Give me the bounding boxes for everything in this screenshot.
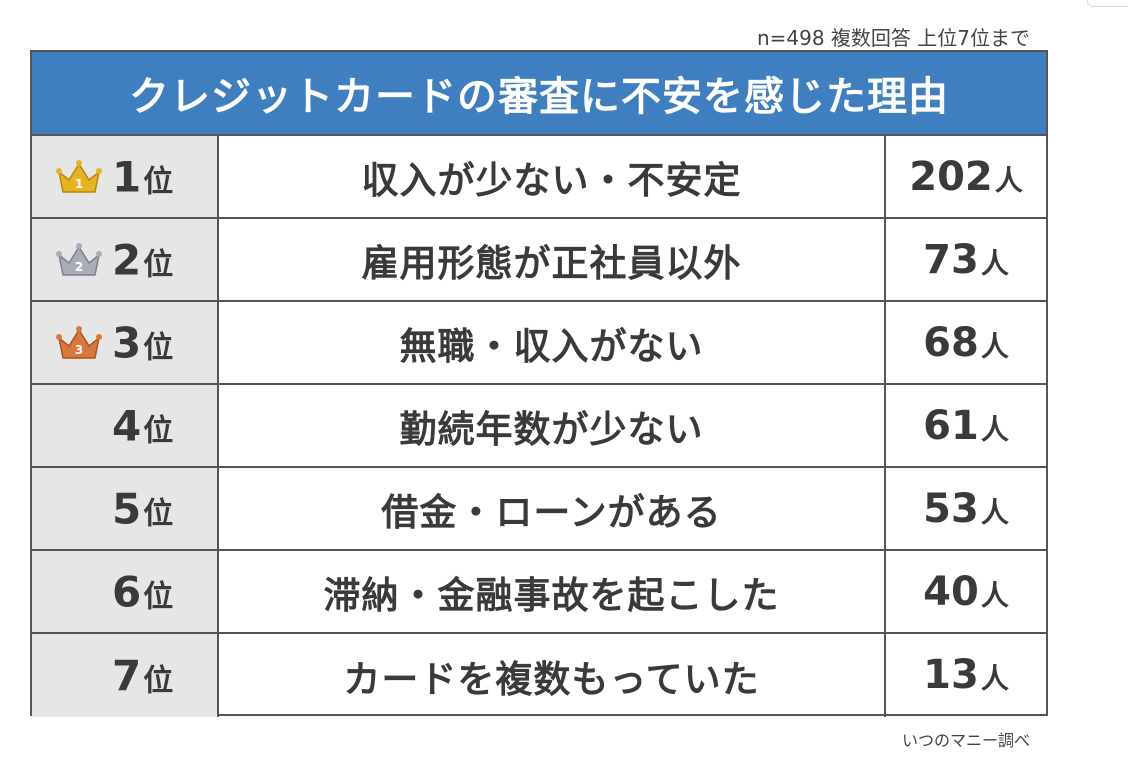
count-number: 13: [923, 652, 979, 698]
rank-number: 6: [112, 567, 142, 616]
rank-suffix: 位: [143, 663, 174, 698]
rank-suffix: 位: [143, 164, 174, 199]
reason-cell: カードを複数もっていた: [219, 634, 886, 717]
reason-cell: 滞納・金融事故を起こした: [219, 551, 886, 632]
reason-cell: 収入が少ない・不安定: [219, 136, 886, 217]
reason-cell: 借金・ローンがある: [219, 468, 886, 549]
count-number: 61: [923, 403, 979, 449]
rank-number: 3: [112, 318, 142, 367]
count-cell: 202 人: [886, 136, 1046, 217]
silver-crown-icon: 2: [56, 243, 102, 276]
survey-note: n=498 複数回答 上位7位まで: [756, 26, 1030, 50]
count-number: 68: [923, 320, 979, 366]
count-cell: 68 人: [886, 302, 1046, 383]
rank-suffix: 位: [143, 413, 174, 448]
reason-cell: 勤続年数が少ない: [219, 385, 886, 466]
count-cell: 40 人: [886, 551, 1046, 632]
reason-cell: 雇用形態が正社員以外: [219, 219, 886, 300]
rank-number: 4: [112, 401, 142, 450]
count-unit: 人: [980, 330, 1009, 363]
rank-suffix: 位: [143, 579, 174, 614]
rank-suffix: 位: [143, 496, 174, 531]
count-number: 40: [923, 569, 979, 615]
rank-number: 7: [112, 651, 142, 700]
count-cell: 61 人: [886, 385, 1046, 466]
count-number: 53: [923, 486, 979, 532]
count-number: 202: [909, 154, 993, 200]
source-credit: いつのマニー調べ: [901, 731, 1030, 750]
gold-crown-icon: 1: [56, 160, 102, 193]
count-unit: 人: [980, 579, 1009, 612]
count-cell: 73 人: [886, 219, 1046, 300]
table-title: クレジットカードの審査に不安を感じた理由: [32, 52, 1046, 136]
count-unit: 人: [980, 247, 1009, 280]
rank-number: 2: [112, 235, 142, 284]
count-number: 73: [923, 237, 979, 283]
crown-number: 1: [75, 177, 83, 191]
count-cell: 53 人: [886, 468, 1046, 549]
bronze-crown-icon: 3: [56, 326, 102, 359]
reason-cell: 無職・収入がない: [219, 302, 886, 383]
count-unit: 人: [980, 496, 1009, 529]
rank-suffix: 位: [143, 247, 174, 282]
count-unit: 人: [994, 164, 1023, 197]
count-unit: 人: [980, 413, 1009, 446]
rank-suffix: 位: [143, 330, 174, 365]
count-unit: 人: [980, 662, 1009, 695]
rank-number: 5: [112, 484, 142, 533]
crown-number: 3: [75, 343, 83, 357]
crown-number: 2: [75, 260, 83, 274]
rank-number: 1: [112, 152, 142, 201]
corner-decoration: [1087, 0, 1128, 7]
count-cell: 13 人: [886, 634, 1046, 717]
